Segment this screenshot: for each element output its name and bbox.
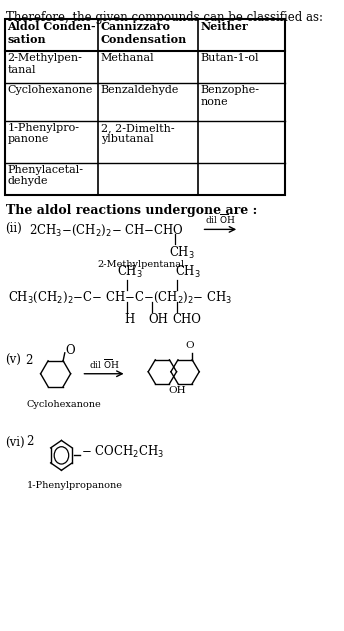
Text: CH$_3$(CH$_2$)$_2$−C− CH−C−(CH$_2$)$_2$− CH$_3$: CH$_3$(CH$_2$)$_2$−C− CH−C−(CH$_2$)$_2$−… <box>8 290 233 305</box>
Text: Phenylacetal-
dehyde: Phenylacetal- dehyde <box>7 165 83 186</box>
Text: (ii): (ii) <box>6 222 22 235</box>
Text: dil $\overline{\mathrm{O}}$H: dil $\overline{\mathrm{O}}$H <box>88 357 119 371</box>
Text: 2-Methylpen-
tanal: 2-Methylpen- tanal <box>7 53 82 74</box>
Text: Cannizzaro
Condensation: Cannizzaro Condensation <box>101 21 187 45</box>
Text: Neither: Neither <box>201 21 248 32</box>
Text: (v): (v) <box>6 354 21 367</box>
Text: 1-Phenylpropanone: 1-Phenylpropanone <box>26 481 122 490</box>
Text: dil $\overline{\mathrm{O}}$H: dil $\overline{\mathrm{O}}$H <box>205 213 236 227</box>
Text: CH$_3$: CH$_3$ <box>175 264 201 280</box>
Text: 2: 2 <box>25 354 32 367</box>
Text: O: O <box>66 345 75 357</box>
Text: CH$_3$: CH$_3$ <box>117 264 142 280</box>
Text: OH: OH <box>169 386 186 394</box>
Text: H: H <box>124 313 134 326</box>
Text: 2, 2-Dimelth-
ylbutanal: 2, 2-Dimelth- ylbutanal <box>101 123 174 144</box>
Text: Benzophe-
none: Benzophe- none <box>201 85 260 107</box>
Text: (vi): (vi) <box>6 435 25 449</box>
Text: 2-Methylpentanal: 2-Methylpentanal <box>97 260 184 269</box>
Text: The aldol reactions undergone are :: The aldol reactions undergone are : <box>6 204 257 218</box>
Text: Therefore, the given compounds can be classified as:: Therefore, the given compounds can be cl… <box>6 11 323 25</box>
Text: CHO: CHO <box>172 313 201 326</box>
Text: 1-Phenylpro-
panone: 1-Phenylpro- panone <box>7 123 79 144</box>
Text: Butan-1-ol: Butan-1-ol <box>201 53 259 63</box>
Text: Aldol Conden-
sation: Aldol Conden- sation <box>7 21 96 45</box>
Bar <box>5 20 285 194</box>
Text: CH$_3$: CH$_3$ <box>169 245 195 261</box>
Text: 2: 2 <box>26 435 34 449</box>
Text: Cyclohexanone: Cyclohexanone <box>26 399 101 409</box>
Text: Benzaldehyde: Benzaldehyde <box>101 85 179 95</box>
Text: O: O <box>185 341 194 350</box>
Text: Cyclohexanone: Cyclohexanone <box>7 85 93 95</box>
Text: 2CH$_3$−(CH$_2$)$_2$− CH−CHO: 2CH$_3$−(CH$_2$)$_2$− CH−CHO <box>29 222 184 238</box>
Text: OH: OH <box>148 313 168 326</box>
Text: Methanal: Methanal <box>101 53 154 63</box>
Text: − COCH$_2$CH$_3$: − COCH$_2$CH$_3$ <box>80 444 164 461</box>
